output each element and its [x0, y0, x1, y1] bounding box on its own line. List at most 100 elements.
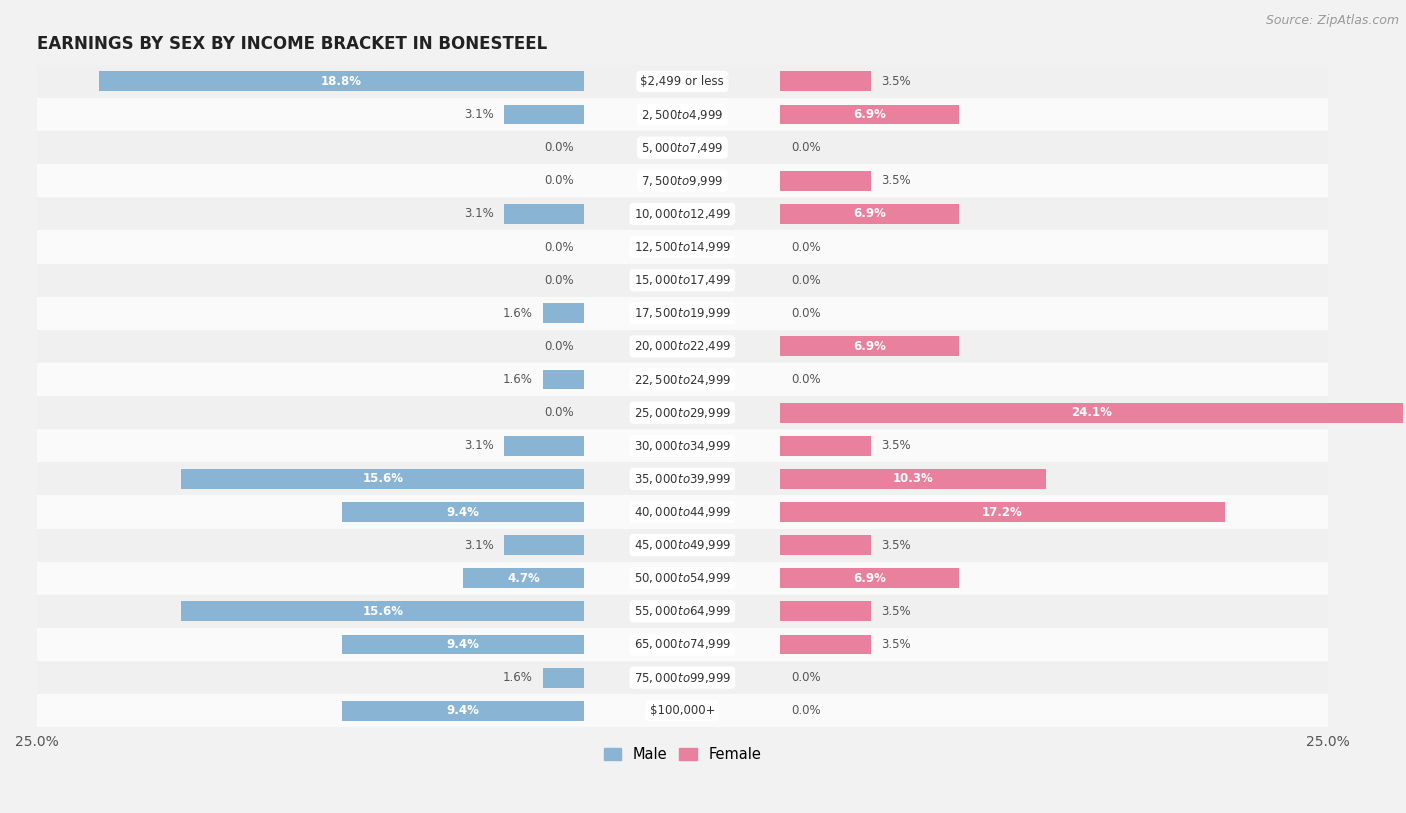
Bar — [37, 694, 1327, 728]
Bar — [37, 297, 1327, 330]
Text: 0.0%: 0.0% — [790, 141, 820, 154]
Text: 6.9%: 6.9% — [853, 340, 886, 353]
Text: 0.0%: 0.0% — [544, 141, 574, 154]
Bar — [37, 495, 1327, 528]
Text: 1.6%: 1.6% — [503, 671, 533, 684]
Bar — [37, 263, 1327, 297]
Bar — [780, 469, 1046, 489]
Text: $25,000 to $29,999: $25,000 to $29,999 — [634, 406, 731, 420]
Bar — [181, 602, 585, 621]
Text: 0.0%: 0.0% — [544, 174, 574, 187]
Text: 0.0%: 0.0% — [790, 274, 820, 287]
Text: 4.7%: 4.7% — [508, 572, 540, 585]
Bar — [780, 502, 1225, 522]
Bar — [543, 370, 585, 389]
Text: 3.5%: 3.5% — [882, 638, 911, 651]
Text: 1.6%: 1.6% — [503, 373, 533, 386]
Text: 3.5%: 3.5% — [882, 605, 911, 618]
Bar — [37, 198, 1327, 230]
Text: $10,000 to $12,499: $10,000 to $12,499 — [634, 207, 731, 221]
Bar — [543, 667, 585, 688]
Bar — [37, 661, 1327, 694]
Bar — [780, 635, 870, 654]
Text: 0.0%: 0.0% — [790, 704, 820, 717]
Text: 0.0%: 0.0% — [790, 671, 820, 684]
Text: 3.1%: 3.1% — [464, 439, 494, 452]
Text: 3.5%: 3.5% — [882, 539, 911, 552]
Bar — [37, 330, 1327, 363]
Bar — [505, 436, 585, 456]
Bar — [505, 105, 585, 124]
Bar — [37, 595, 1327, 628]
Text: 0.0%: 0.0% — [544, 340, 574, 353]
Bar — [37, 230, 1327, 263]
Bar — [780, 436, 870, 456]
Text: 0.0%: 0.0% — [544, 241, 574, 254]
Text: $22,500 to $24,999: $22,500 to $24,999 — [634, 372, 731, 386]
Bar — [37, 396, 1327, 429]
Text: 1.6%: 1.6% — [503, 307, 533, 320]
Bar — [780, 72, 870, 91]
Bar — [342, 502, 585, 522]
Text: $7,500 to $9,999: $7,500 to $9,999 — [641, 174, 724, 188]
Bar — [780, 602, 870, 621]
Text: 18.8%: 18.8% — [321, 75, 361, 88]
Bar — [98, 72, 585, 91]
Text: $2,500 to $4,999: $2,500 to $4,999 — [641, 107, 724, 122]
Bar — [37, 98, 1327, 131]
Bar — [780, 204, 959, 224]
Text: 6.9%: 6.9% — [853, 207, 886, 220]
Text: $65,000 to $74,999: $65,000 to $74,999 — [634, 637, 731, 651]
Text: 0.0%: 0.0% — [544, 406, 574, 420]
Bar — [181, 469, 585, 489]
Text: $17,500 to $19,999: $17,500 to $19,999 — [634, 307, 731, 320]
Bar — [37, 528, 1327, 562]
Text: 9.4%: 9.4% — [447, 638, 479, 651]
Text: 6.9%: 6.9% — [853, 572, 886, 585]
Text: $30,000 to $34,999: $30,000 to $34,999 — [634, 439, 731, 453]
Text: 0.0%: 0.0% — [790, 373, 820, 386]
Bar — [780, 535, 870, 555]
Text: 3.5%: 3.5% — [882, 174, 911, 187]
Text: 15.6%: 15.6% — [363, 472, 404, 485]
Text: EARNINGS BY SEX BY INCOME BRACKET IN BONESTEEL: EARNINGS BY SEX BY INCOME BRACKET IN BON… — [37, 35, 547, 54]
Text: 0.0%: 0.0% — [544, 274, 574, 287]
Bar — [505, 535, 585, 555]
Bar — [37, 65, 1327, 98]
Bar — [780, 171, 870, 191]
Text: 24.1%: 24.1% — [1071, 406, 1112, 420]
Text: 9.4%: 9.4% — [447, 506, 479, 519]
Bar — [37, 164, 1327, 198]
Text: $2,499 or less: $2,499 or less — [641, 75, 724, 88]
Text: 15.6%: 15.6% — [363, 605, 404, 618]
Bar — [37, 463, 1327, 495]
Text: $55,000 to $64,999: $55,000 to $64,999 — [634, 604, 731, 619]
Bar — [37, 628, 1327, 661]
Bar — [37, 363, 1327, 396]
Text: $75,000 to $99,999: $75,000 to $99,999 — [634, 671, 731, 685]
Bar — [543, 303, 585, 324]
Text: $15,000 to $17,499: $15,000 to $17,499 — [634, 273, 731, 287]
Text: $20,000 to $22,499: $20,000 to $22,499 — [634, 339, 731, 354]
Text: 10.3%: 10.3% — [893, 472, 934, 485]
Bar — [780, 568, 959, 588]
Text: 3.1%: 3.1% — [464, 539, 494, 552]
Bar — [463, 568, 585, 588]
Text: Source: ZipAtlas.com: Source: ZipAtlas.com — [1265, 14, 1399, 27]
Bar — [780, 105, 959, 124]
Bar — [342, 635, 585, 654]
Legend: Male, Female: Male, Female — [598, 741, 766, 768]
Text: $45,000 to $49,999: $45,000 to $49,999 — [634, 538, 731, 552]
Bar — [780, 337, 959, 356]
Bar — [37, 131, 1327, 164]
Text: $12,500 to $14,999: $12,500 to $14,999 — [634, 240, 731, 254]
Bar — [505, 204, 585, 224]
Text: 3.5%: 3.5% — [882, 439, 911, 452]
Text: 3.1%: 3.1% — [464, 207, 494, 220]
Bar — [37, 429, 1327, 463]
Bar — [37, 562, 1327, 595]
Text: $50,000 to $54,999: $50,000 to $54,999 — [634, 572, 731, 585]
Text: $35,000 to $39,999: $35,000 to $39,999 — [634, 472, 731, 486]
Text: 3.1%: 3.1% — [464, 108, 494, 121]
Bar — [780, 402, 1403, 423]
